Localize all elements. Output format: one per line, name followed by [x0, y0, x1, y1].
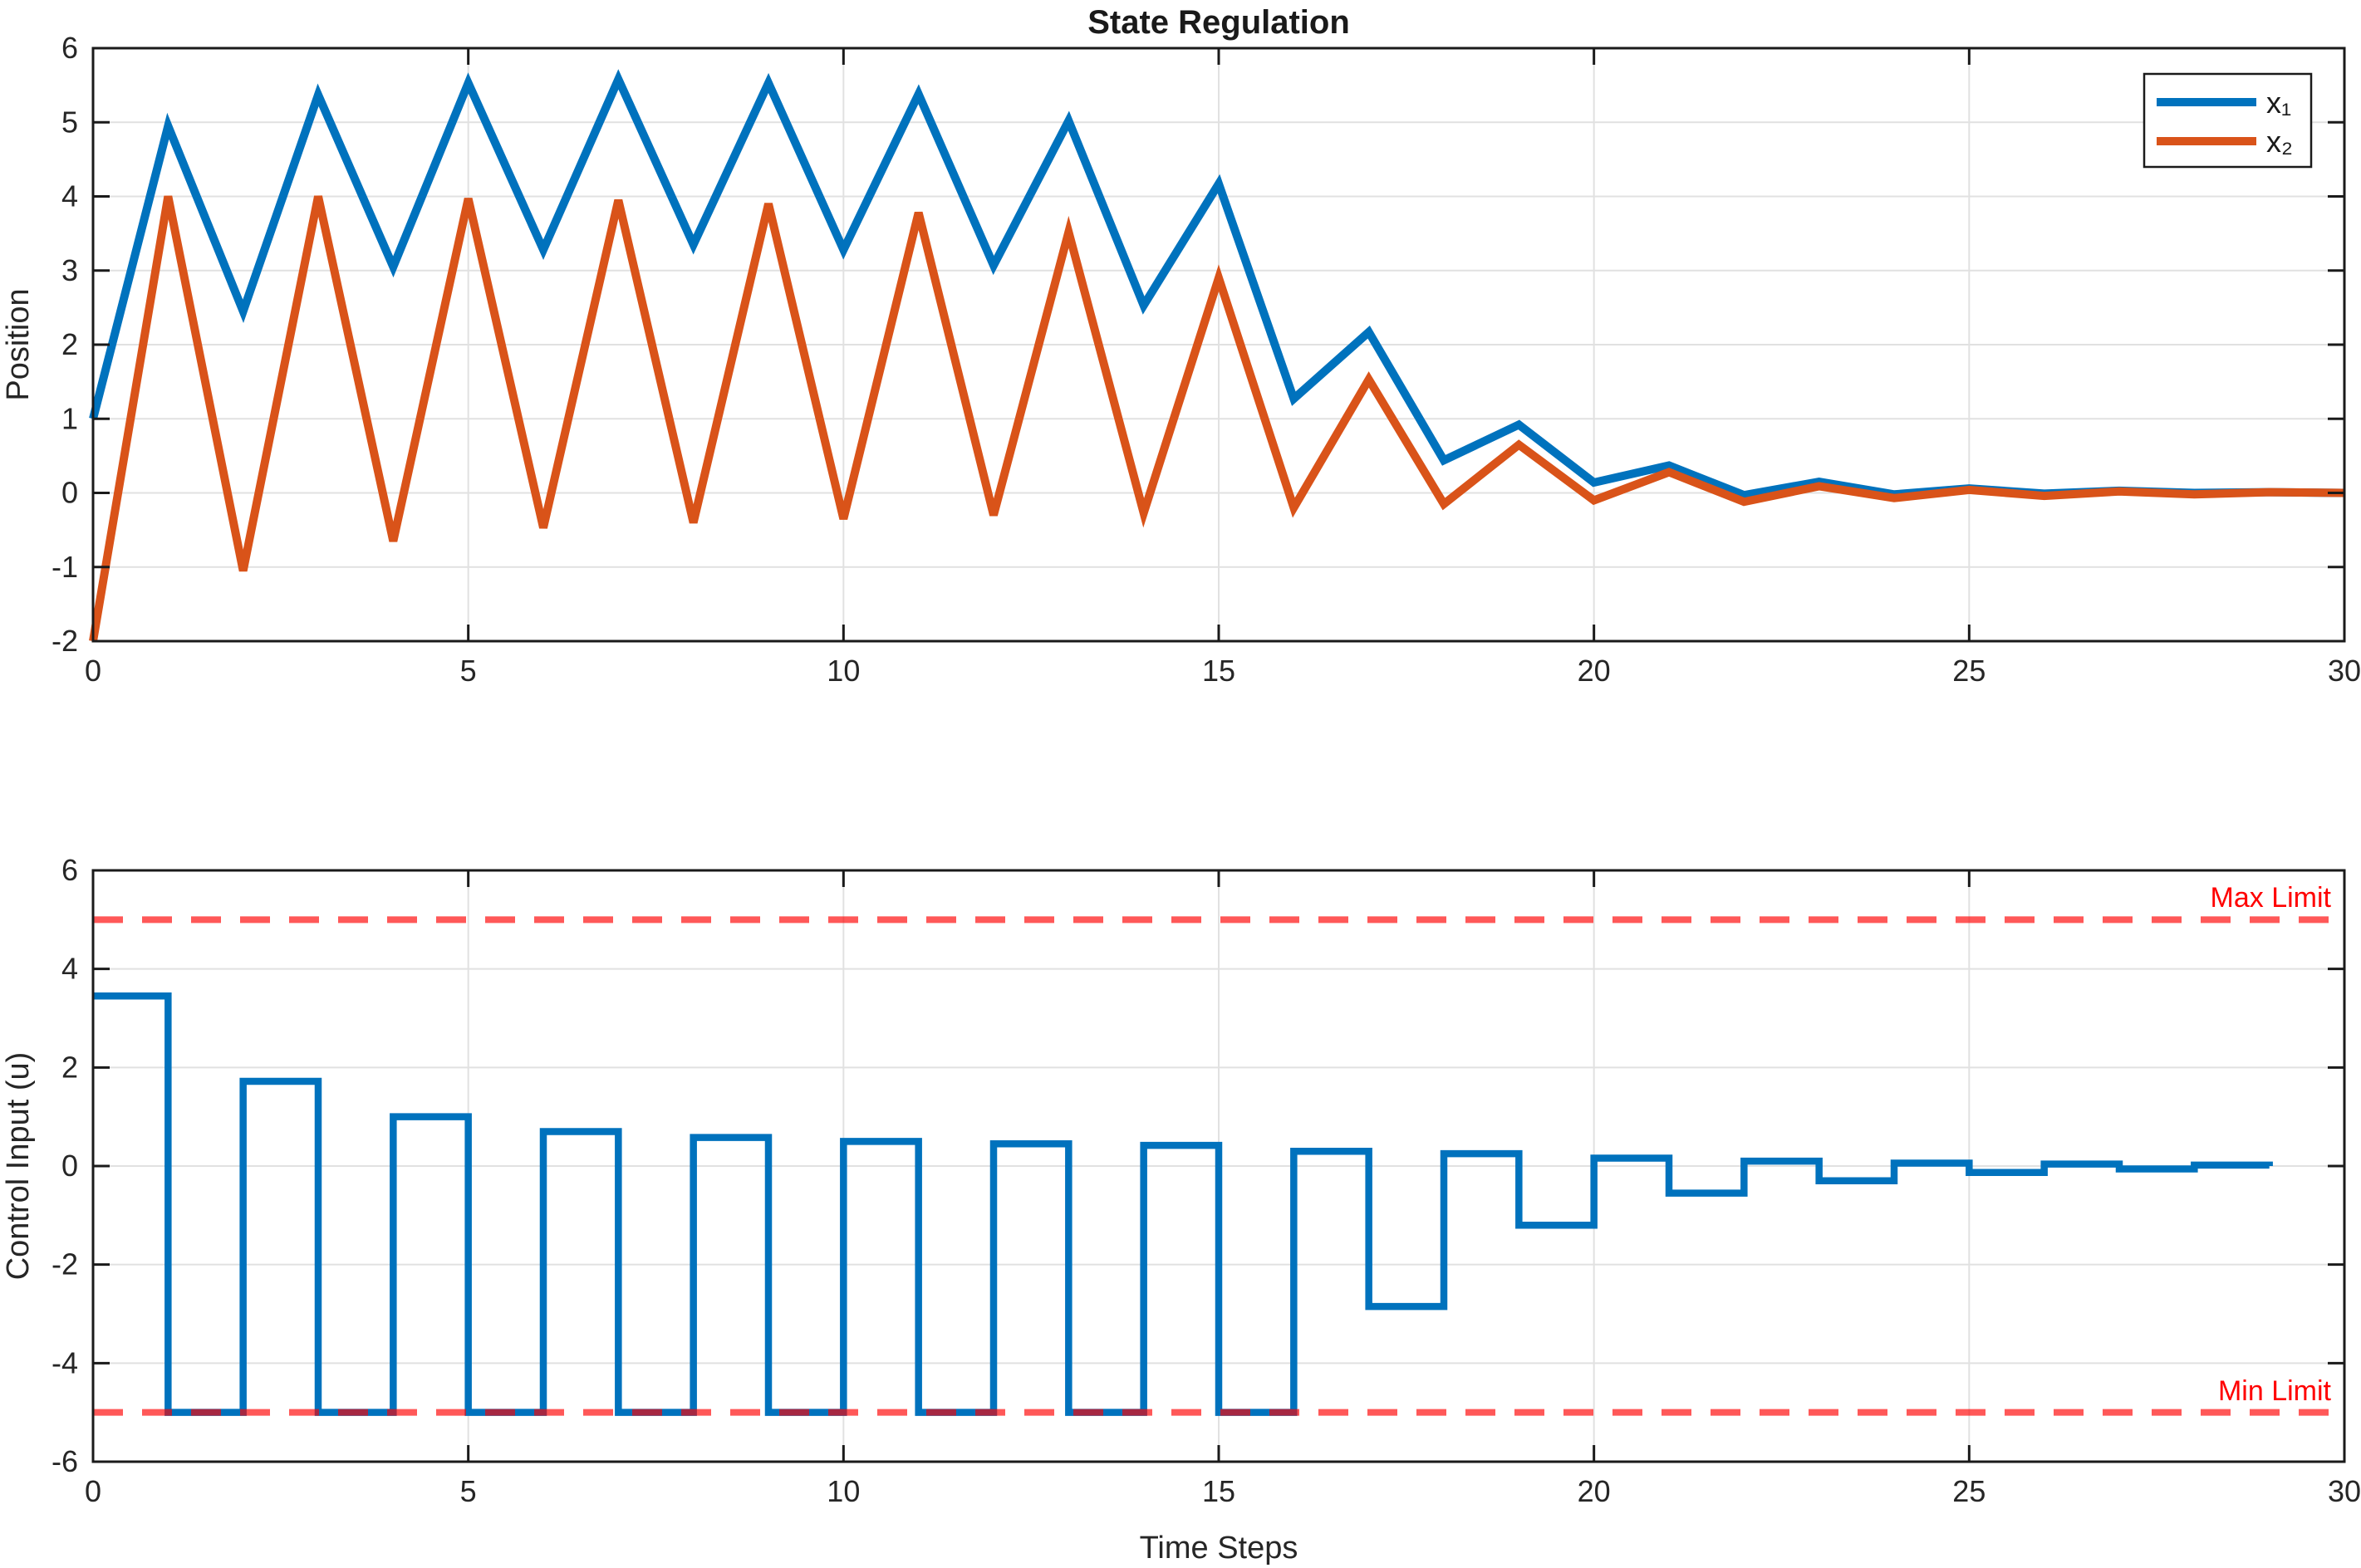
top-plot-grid	[92, 47, 2345, 642]
bottom-plot-xlabel: Time Steps	[1140, 1531, 1298, 1566]
top-plot-ylabel: Position	[1, 288, 36, 400]
y-tick-label: 2	[61, 1050, 78, 1084]
bottom-plot-ytick-labels: -6 -4 -2 0 2 4 6	[52, 853, 78, 1478]
bottom-plot: 0 5 10 15 20 25 30 -6 -4 -2 0 2 4 6 Control Input (u…	[1, 853, 2361, 1566]
x-tick-label: 20	[1578, 1474, 1611, 1508]
y-tick-label: -1	[52, 550, 78, 584]
x-tick-label: 30	[2328, 1474, 2361, 1508]
y-tick-label: -4	[52, 1345, 78, 1379]
top-plot-ticks	[91, 47, 2346, 643]
x-tick-label: 25	[1952, 654, 1985, 688]
x-tick-label: 20	[1578, 654, 1611, 688]
x-tick-label: 5	[460, 1474, 477, 1508]
min-limit-label: Min Limit	[2218, 1375, 2332, 1407]
y-tick-label: -6	[52, 1444, 78, 1478]
y-tick-label: 0	[61, 1149, 78, 1183]
y-tick-label: 5	[61, 105, 78, 139]
x-tick-label: 25	[1952, 1474, 1985, 1508]
top-plot-xtick-labels: 0 5 10 15 20 25 30	[85, 654, 2361, 688]
y-tick-label: 3	[61, 253, 78, 287]
x-tick-label: 15	[1202, 654, 1235, 688]
x-tick-label: 0	[85, 654, 101, 688]
x-tick-label: 30	[2328, 654, 2361, 688]
y-tick-label: -2	[52, 1247, 78, 1281]
x-tick-label: 10	[827, 1474, 860, 1508]
y-tick-label: 1	[61, 401, 78, 435]
bottom-plot-ylabel: Control Input (u)	[1, 1052, 36, 1281]
x-tick-label: 0	[85, 1474, 101, 1508]
bottom-plot-xtick-labels: 0 5 10 15 20 25 30	[85, 1474, 2361, 1508]
bottom-plot-series	[93, 992, 2273, 1416]
y-tick-label: 6	[61, 853, 78, 887]
legend: x₁ x₂	[2143, 72, 2313, 169]
chart-title: State Regulation	[1087, 4, 1350, 41]
bottom-plot-limit-lines	[93, 916, 2344, 1416]
y-tick-label: -2	[52, 624, 78, 658]
y-tick-label: 2	[61, 327, 78, 361]
max-limit-label: Max Limit	[2211, 882, 2332, 914]
legend-label-x1: x₁	[2266, 86, 2291, 120]
legend-box	[2143, 72, 2313, 169]
top-plot: 0 5 10 15 20 25 30 -2 -1 0 1 2 3 4 5 6 State Regulatio…	[1, 4, 2361, 688]
x2-line	[89, 195, 2345, 642]
x-tick-label: 10	[827, 654, 860, 688]
y-tick-label: 4	[61, 952, 78, 986]
x-tick-label: 5	[460, 654, 477, 688]
y-tick-label: 6	[61, 31, 78, 65]
top-plot-series	[89, 69, 2345, 642]
top-plot-ytick-labels: -2 -1 0 1 2 3 4 5 6	[52, 31, 78, 658]
control-input-stairs-line	[93, 992, 2273, 1416]
y-tick-label: 0	[61, 476, 78, 510]
bottom-plot-ticks	[91, 869, 2346, 1463]
legend-label-x2: x₂	[2266, 125, 2293, 159]
x-tick-label: 15	[1202, 1474, 1235, 1508]
y-tick-label: 4	[61, 179, 78, 213]
